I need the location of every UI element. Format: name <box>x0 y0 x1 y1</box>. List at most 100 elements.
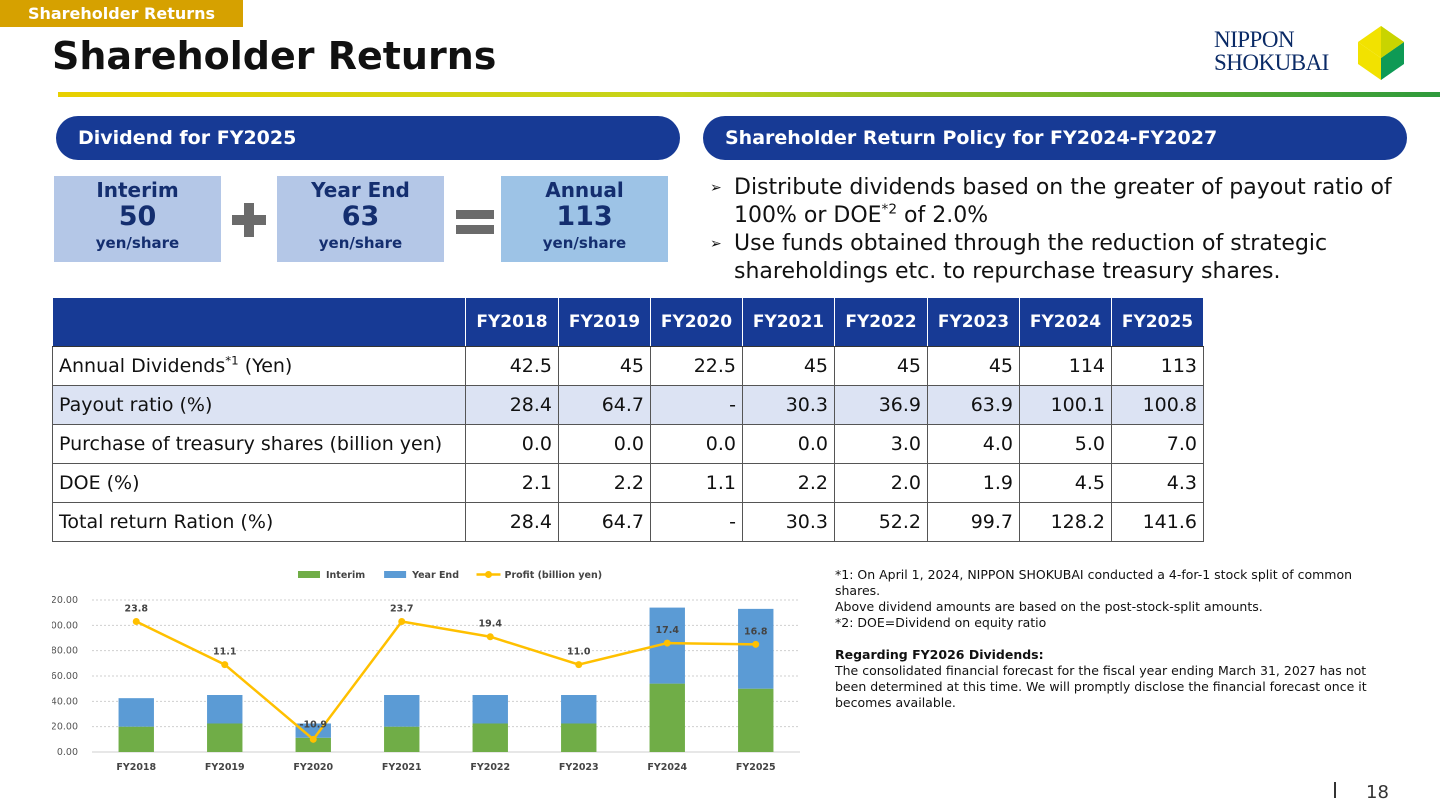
bar-year-end <box>384 695 420 727</box>
table-cell: 28.4 <box>465 502 559 542</box>
bar-year-end <box>561 695 597 724</box>
y-tick-label: 100.00 <box>52 620 78 631</box>
bar-year-end <box>738 608 774 689</box>
bar-interim <box>295 737 331 752</box>
table-cell: 4.0 <box>927 424 1020 464</box>
row-label: Purchase of treasury shares (billion yen… <box>52 424 466 464</box>
profit-line <box>135 620 756 742</box>
table-cell: 100.8 <box>1111 385 1204 425</box>
column-header: FY2018 <box>465 297 559 347</box>
table-cell: 1.1 <box>650 463 743 503</box>
profit-point <box>575 661 583 669</box>
table-cell: 63.9 <box>927 385 1020 425</box>
footnote-1b: Above dividend amounts are based on the … <box>835 599 1263 614</box>
legend-swatch <box>298 571 320 578</box>
year-end-value: 63 <box>341 201 380 232</box>
row-label-sup: *1 <box>225 353 239 368</box>
dividend-profit-chart: 0.00 20.00 40.00 60.00 80.00 100.00 120.00 FY20… <box>52 570 800 773</box>
footnote-2: *2: DOE=Dividend on equity ratio <box>835 615 1047 630</box>
dividend-table: FY2018 FY2019 FY2020 FY2021 FY2022 FY202… <box>52 297 1204 542</box>
x-tick-label: FY2025 <box>736 762 776 773</box>
table-cell: 36.9 <box>834 385 928 425</box>
annual-unit: yen/share <box>542 234 627 252</box>
bar-interim <box>561 723 597 752</box>
y-tick-label: 60.00 <box>52 671 78 682</box>
table-cell: 2.2 <box>742 463 835 503</box>
legend-swatch <box>384 571 407 578</box>
x-tick-label: FY2022 <box>470 762 510 773</box>
table-cell: 113 <box>1111 346 1204 386</box>
table-cell: 64.7 <box>558 502 651 542</box>
table-cell: 45 <box>558 346 651 386</box>
table-cell: 0.0 <box>465 424 559 464</box>
dividend-heading: Dividend for FY2025 <box>56 116 680 160</box>
footnotes: *1: On April 1, 2024, NIPPON SHOKUBAI co… <box>835 567 1375 711</box>
year-end-box: Year End 63 yen/share <box>277 176 444 262</box>
table-cell: 42.5 <box>465 346 559 386</box>
plus-icon <box>232 203 266 237</box>
policy-bullet-2-text: Use funds obtained through the reduction… <box>734 231 1328 284</box>
table-cell: 7.0 <box>1111 424 1204 464</box>
policy-bullets: ➢ Distribute dividends based on the grea… <box>710 174 1410 286</box>
footnote-1: *1: On April 1, 2024, NIPPON SHOKUBAI co… <box>835 567 1353 598</box>
table-cell: 0.0 <box>650 424 743 464</box>
year-end-label: Year End <box>311 178 410 202</box>
x-tick-label: FY2023 <box>559 762 599 773</box>
table-cell: 45 <box>834 346 928 386</box>
table-row: DOE (%) 2.1 2.2 1.1 2.2 2.0 1.9 4.5 4.3 <box>52 463 1204 503</box>
column-header: FY2020 <box>650 297 743 347</box>
legend-entry: Year End <box>411 570 459 581</box>
bar-year-end <box>207 695 243 724</box>
section-tag: Shareholder Returns <box>0 0 243 27</box>
legend-swatch-marker <box>485 571 492 578</box>
interim-unit: yen/share <box>95 234 180 252</box>
table-cell: 128.2 <box>1019 502 1112 542</box>
page-title: Shareholder Returns <box>52 34 497 78</box>
bar-interim <box>472 723 508 752</box>
bar-year-end <box>118 698 154 727</box>
profit-data-label: 11.1 <box>213 647 236 658</box>
table-cell: 0.0 <box>742 424 835 464</box>
annual-box: Annual 113 yen/share <box>501 176 668 262</box>
annual-value: 113 <box>556 201 613 232</box>
table-cell: 4.5 <box>1019 463 1112 503</box>
policy-bullet-1-sup: *2 <box>881 201 898 218</box>
table-cell: 52.2 <box>834 502 928 542</box>
table-header-row: FY2018 FY2019 FY2020 FY2021 FY2022 FY202… <box>52 297 1204 347</box>
table-cell: 30.3 <box>742 385 835 425</box>
row-label: Total return Ration (%) <box>52 502 466 542</box>
profit-data-label: -10.9 <box>300 719 327 730</box>
interim-box: Interim 50 yen/share <box>54 176 221 262</box>
row-label-suffix: (Yen) <box>238 355 293 377</box>
table-cell: 22.5 <box>650 346 743 386</box>
policy-bullet-1-tail: of 2.0% <box>897 203 989 228</box>
table-cell: 141.6 <box>1111 502 1204 542</box>
profit-point <box>309 735 317 743</box>
profit-data-label: 16.8 <box>744 626 768 637</box>
profit-point <box>221 661 229 669</box>
table-row: Purchase of treasury shares (billion yen… <box>52 424 1204 464</box>
row-label-text: Annual Dividends <box>59 355 226 377</box>
bar-year-end <box>472 695 508 724</box>
table-cell: 114 <box>1019 346 1112 386</box>
title-underline <box>58 92 1440 97</box>
column-header: FY2025 <box>1111 297 1204 347</box>
page-separator <box>1334 782 1336 798</box>
legend-entry: Interim <box>326 570 365 581</box>
table-cell: 0.0 <box>558 424 651 464</box>
logo-line-1: NIPPON <box>1214 27 1295 52</box>
logo-wordmark: NIPPON SHOKUBAI <box>1214 28 1329 74</box>
profit-point <box>663 639 671 647</box>
bar-interim <box>738 688 774 752</box>
policy-heading: Shareholder Return Policy for FY2024-FY2… <box>703 116 1407 160</box>
policy-bullet-2: ➢ Use funds obtained through the reducti… <box>710 230 1410 286</box>
profit-point <box>132 618 140 626</box>
row-label: DOE (%) <box>52 463 466 503</box>
table-cell: 1.9 <box>927 463 1020 503</box>
y-tick-label: 120.00 <box>52 595 78 606</box>
table-cell: 28.4 <box>465 385 559 425</box>
y-tick-label: 80.00 <box>52 646 78 657</box>
profit-point <box>398 618 406 626</box>
y-tick-label: 0.00 <box>57 747 78 758</box>
x-tick-label: FY2024 <box>647 762 687 773</box>
